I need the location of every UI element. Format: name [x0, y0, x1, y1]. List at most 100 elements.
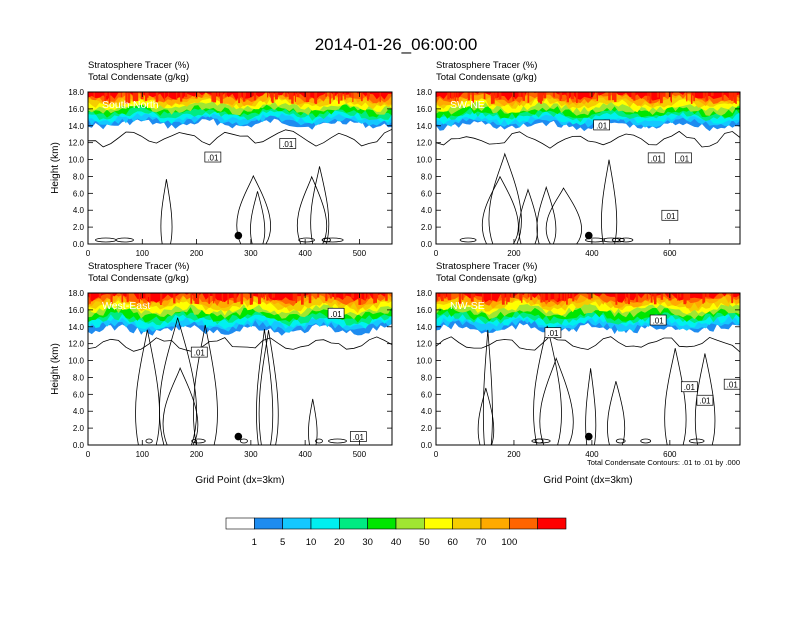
tracer-streak: [301, 293, 304, 305]
contour-label: .01: [727, 381, 739, 390]
tracer-streak: [367, 92, 370, 100]
tracer-streak: [208, 293, 210, 304]
contour-oval: [95, 237, 117, 243]
panel: Stratosphere Tracer (%)Total Condensate …: [50, 261, 393, 486]
tracer-streak: [542, 293, 546, 302]
tracer-streak: [625, 293, 627, 302]
contour-label: .01: [653, 317, 665, 326]
tracer-streak: [373, 293, 376, 304]
tracer-streak: [351, 293, 354, 298]
y-tick-label: 8.0: [73, 172, 85, 181]
tracer-streak: [266, 293, 269, 301]
y-tick-label: 4.0: [73, 206, 85, 215]
y-tick-label: 0.0: [73, 441, 85, 450]
contour-line: [256, 329, 274, 445]
contour-line: [88, 336, 392, 353]
tracer-streak: [705, 92, 709, 101]
x-axis-label: Grid Point (dx=3km): [543, 475, 632, 486]
tracer-streak: [448, 293, 451, 301]
panel-title-line: Total Condensate (g/kg): [436, 72, 537, 83]
tracer-streak: [325, 92, 328, 97]
tracer-streak: [679, 293, 682, 298]
tracer-streak: [490, 293, 492, 301]
y-tick-label: 18.0: [416, 88, 432, 97]
tracer-streak: [190, 293, 193, 304]
tracer-streak: [457, 92, 459, 102]
contour-label: .01: [678, 154, 690, 163]
tracer-streak: [706, 293, 710, 298]
tracer-streak: [518, 92, 522, 97]
contour-line: [477, 387, 495, 445]
tracer-streak: [495, 92, 498, 99]
tracer-streak: [374, 293, 377, 298]
tracer-streak: [451, 92, 454, 99]
tracer-streak: [227, 293, 229, 305]
y-tick-label: 4.0: [421, 206, 433, 215]
y-tick-label: 16.0: [416, 306, 432, 315]
x-tick-label: 0: [86, 450, 91, 459]
tracer-streak: [243, 92, 246, 102]
contour-oval: [688, 438, 705, 444]
tracer-streak: [554, 293, 556, 299]
y-tick-label: 10.0: [416, 156, 432, 165]
tracer-streak: [683, 293, 687, 305]
tracer-streak: [670, 92, 672, 101]
contour-label-box: [675, 152, 692, 164]
tracer-streak: [307, 92, 310, 102]
y-tick-label: 12.0: [416, 340, 432, 349]
contour-label: .01: [651, 154, 663, 163]
tracer-streak: [108, 92, 111, 104]
contour-oval: [191, 438, 206, 444]
contour-label-box: [647, 152, 665, 164]
tracer-streak: [522, 92, 525, 101]
tracer-streak: [271, 92, 274, 103]
y-tick-label: 8.0: [421, 172, 433, 181]
tracer-streak: [576, 92, 578, 103]
contour-label: .01: [699, 397, 711, 406]
x-tick-label: 200: [190, 249, 204, 258]
tracer-streak: [267, 92, 269, 98]
tracer-streak: [686, 293, 689, 301]
colorbar-label: 100: [501, 537, 517, 548]
tracer-streak: [140, 293, 142, 301]
tracer-streak: [735, 92, 737, 104]
tracer-streak: [685, 293, 687, 304]
panel-title-line: Stratosphere Tracer (%): [88, 261, 189, 272]
tracer-streak: [566, 92, 569, 103]
tracer-streak: [507, 293, 510, 302]
condensate-contours: [88, 317, 392, 445]
y-tick-label: 18.0: [68, 88, 84, 97]
tracer-streak: [332, 92, 335, 100]
colorbar-label: 40: [391, 537, 402, 548]
x-tick-label: 600: [663, 450, 677, 459]
tracer-streak: [325, 293, 328, 302]
tracer-streak: [144, 92, 148, 101]
x-tick-label: 0: [434, 450, 439, 459]
colorbar-swatch: [424, 517, 453, 530]
tracer-streak: [490, 92, 493, 104]
tracer-streak: [662, 92, 666, 97]
contour-oval: [459, 237, 477, 243]
y-tick-label: 14.0: [68, 122, 84, 131]
tracer-streak: [155, 92, 159, 103]
plot-frame: [87, 91, 393, 245]
tracer-streak: [146, 92, 149, 98]
tracer-streak: [126, 293, 129, 303]
y-tick-label: 4.0: [73, 407, 85, 416]
y-tick-label: 14.0: [416, 323, 432, 332]
tracer-streak: [677, 293, 679, 301]
tracer-streak: [213, 293, 215, 304]
colorbar-swatch: [282, 517, 312, 530]
tracer-streak: [284, 92, 288, 97]
tracer-streak: [458, 293, 462, 304]
tracer-streak: [498, 92, 502, 100]
colorbar-label: 10: [306, 537, 317, 548]
contour-line: [88, 128, 392, 148]
tracer-streak: [359, 293, 362, 299]
colorbar-label: 60: [447, 537, 458, 548]
tracer-streak: [379, 92, 381, 103]
colorbar-swatch: [537, 517, 567, 530]
tracer-streak: [650, 293, 653, 303]
contour-line: [536, 185, 557, 244]
y-tick-label: 0.0: [73, 240, 85, 249]
